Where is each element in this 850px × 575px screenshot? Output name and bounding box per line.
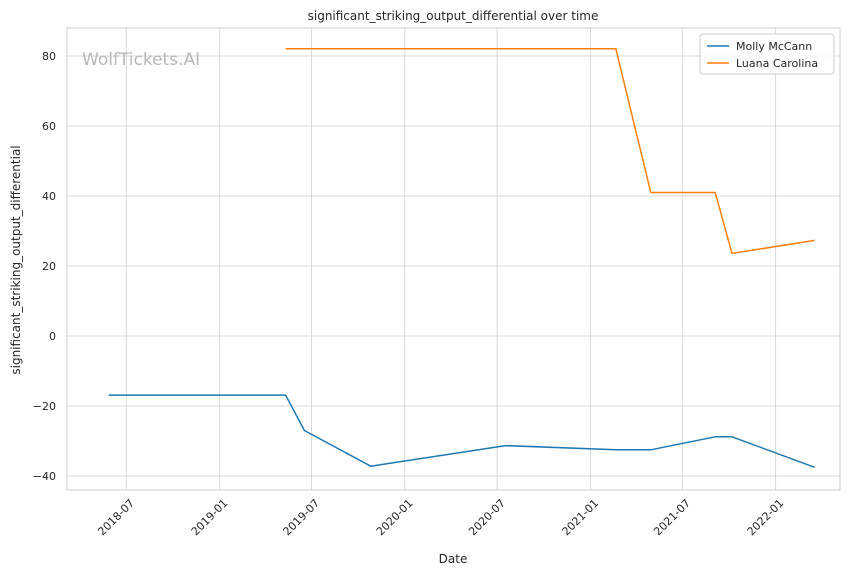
series-line-1 (108, 394, 815, 469)
legend-entry: Luana Carolina (736, 57, 818, 70)
y-tick-label: 60 (42, 120, 56, 133)
y-tick-label: 20 (42, 260, 56, 273)
y-tick-label: −40 (33, 470, 56, 483)
y-tick-label: 40 (42, 190, 56, 203)
legend-entry: Molly McCann (736, 40, 812, 53)
y-axis-label: significant_striking_output_differential (9, 145, 23, 374)
y-tick-label: −20 (33, 400, 56, 413)
series-line-2 (285, 47, 815, 255)
series-layer (108, 47, 815, 469)
y-tick-label: 0 (49, 330, 56, 343)
legend-box (699, 33, 835, 75)
y-tick-labels: −40 −20 0 20 40 60 80 (33, 50, 56, 483)
y-tick-label: 80 (42, 50, 56, 63)
grid (67, 28, 840, 490)
watermark: WolfTickets.AI (82, 50, 200, 70)
plot-frame (66, 27, 841, 491)
x-axis-label: Date (439, 552, 468, 566)
legend: Molly McCann Luana Carolina (699, 33, 835, 75)
chart-title: significant_striking_output_differential… (308, 9, 599, 23)
